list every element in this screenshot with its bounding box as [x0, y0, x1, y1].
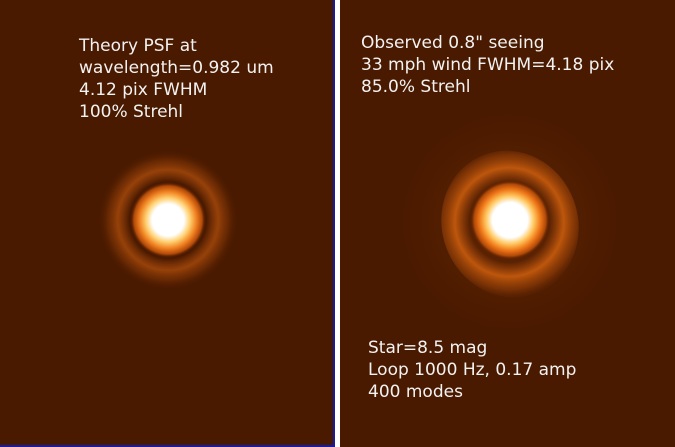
caption-line: 85.0% Strehl: [361, 77, 471, 97]
caption-line: Star=8.5 mag: [368, 338, 488, 358]
caption-line: wavelength=0.982 um: [79, 58, 274, 78]
theory-psf-image: [98, 150, 238, 290]
caption-line: Observed 0.8" seeing: [361, 33, 545, 53]
caption-line: 33 mph wind FWHM=4.18 pix: [361, 55, 615, 75]
star-loop-caption: Star=8.5 mag Loop 1000 Hz, 0.17 amp 400 …: [368, 337, 576, 403]
caption-line: 100% Strehl: [79, 102, 184, 122]
caption-line: Theory PSF at: [79, 36, 197, 56]
caption-line: Loop 1000 Hz, 0.17 amp: [368, 360, 577, 380]
panel-divider: [333, 0, 335, 447]
observed-psf-image: [390, 102, 630, 342]
caption-line: 4.12 pix FWHM: [79, 80, 208, 100]
observed-psf-panel: Observed 0.8" seeing 33 mph wind FWHM=4.…: [340, 0, 675, 447]
observed-psf-caption: Observed 0.8" seeing 33 mph wind FWHM=4.…: [361, 32, 614, 98]
panel-bottom-border: [0, 445, 335, 447]
theory-psf-panel: Theory PSF at wavelength=0.982 um 4.12 p…: [0, 0, 333, 447]
panel-gap: [335, 0, 340, 447]
theory-psf-caption: Theory PSF at wavelength=0.982 um 4.12 p…: [79, 35, 274, 123]
caption-line: 400 modes: [368, 382, 463, 402]
